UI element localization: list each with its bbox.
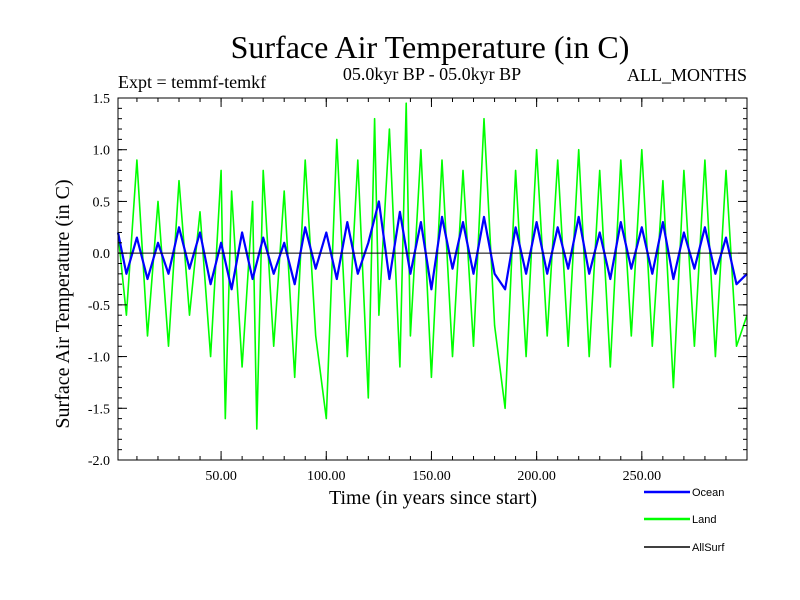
legend-label-allsurf: AllSurf bbox=[692, 542, 725, 554]
y-tick-label: 1.0 bbox=[93, 144, 111, 159]
x-tick-label: 50.00 bbox=[205, 469, 237, 484]
period-label: 05.0kyr BP - 05.0kyr BP bbox=[343, 64, 521, 84]
y-tick-label: -1.0 bbox=[88, 351, 110, 366]
y-tick-label: 0.5 bbox=[93, 195, 111, 210]
months-label: ALL_MONTHS bbox=[627, 65, 747, 85]
series-line-ocean bbox=[116, 200, 748, 291]
axes-layer: -2.0 -1.5 -1.0 -0.5 0.0 0.5 1.0 1.5 50.00 100.00 1… bbox=[88, 92, 748, 484]
chart-title: Surface Air Temperature (in C) bbox=[231, 29, 630, 65]
series-line-land bbox=[117, 102, 748, 430]
x-tick-label: 100.00 bbox=[307, 469, 346, 484]
y-tick-label: -0.5 bbox=[88, 299, 110, 314]
x-tick-label: 200.00 bbox=[517, 469, 556, 484]
x-tick-label: 250.00 bbox=[623, 469, 662, 484]
y-tick-label: 0.0 bbox=[93, 247, 111, 262]
legend-label-land: Land bbox=[692, 514, 716, 526]
series-layer bbox=[116, 102, 748, 430]
x-axis-title: Time (in years since start) bbox=[329, 487, 537, 509]
y-tick-label: -1.5 bbox=[88, 402, 110, 417]
legend: Ocean Land AllSurf bbox=[644, 487, 725, 554]
experiment-label: Expt = temmf-temkf bbox=[118, 72, 266, 92]
plot-frame bbox=[117, 97, 748, 461]
y-tick-label: 1.5 bbox=[93, 92, 111, 107]
y-axis-title: Surface Air Temperature (in C) bbox=[52, 179, 74, 428]
x-tick-label: 150.00 bbox=[412, 469, 451, 484]
legend-label-ocean: Ocean bbox=[692, 487, 724, 499]
y-tick-label: -2.0 bbox=[88, 454, 110, 469]
